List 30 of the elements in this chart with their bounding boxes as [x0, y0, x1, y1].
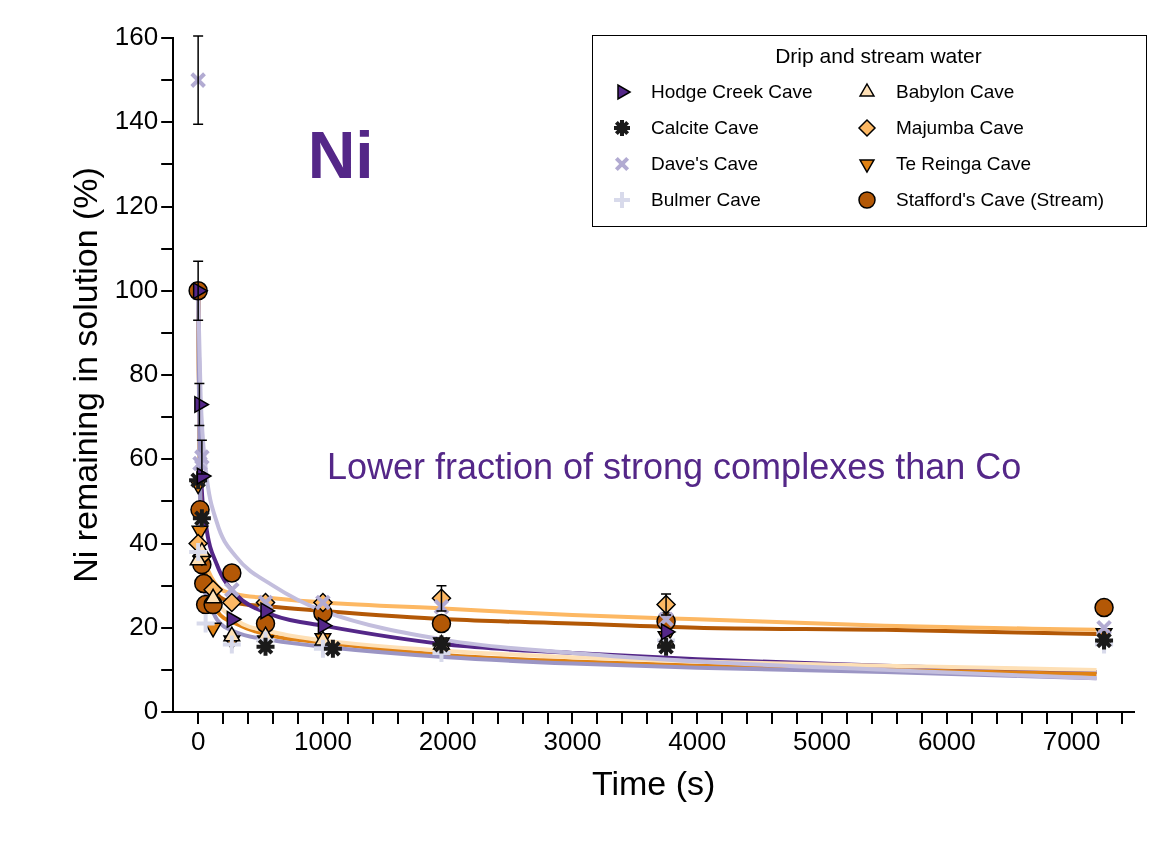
- legend-label: Dave's Cave: [651, 153, 759, 175]
- legend-label: Stafford's Cave (Stream): [896, 189, 1105, 211]
- x-tick-label: 1000: [294, 725, 352, 756]
- y-tick-label: 60: [129, 442, 159, 473]
- x-tick-label: 4000: [668, 725, 727, 756]
- y-tick-label: 140: [114, 105, 159, 136]
- y-tick-label: 160: [114, 21, 159, 52]
- annotation: Lower fraction of strong complexes than Co: [326, 446, 1022, 488]
- x-tick-label: 2000: [418, 725, 477, 756]
- x-tick-label: 3000: [543, 725, 602, 756]
- x-tick-label: 0: [190, 725, 206, 756]
- y-tick-label: 0: [143, 695, 159, 726]
- x-tick-label: 6000: [917, 725, 976, 756]
- y-tick-label: 120: [114, 189, 159, 220]
- y-tick-label: 80: [129, 358, 159, 389]
- legend-label: Babylon Cave: [896, 81, 1015, 103]
- legend-label: Hodge Creek Cave: [651, 81, 813, 103]
- y-tick-label: 100: [114, 273, 159, 304]
- x-axis-title: Time (s): [591, 763, 716, 802]
- legend-label: Bulmer Cave: [651, 189, 761, 211]
- legend-label: Te Reinga Cave: [896, 153, 1032, 175]
- x-tick-label: 7000: [1042, 725, 1101, 756]
- legend-label: Majumba Cave: [896, 117, 1024, 139]
- y-tick-label: 20: [129, 610, 159, 641]
- y-tick-label: 40: [129, 526, 159, 557]
- legend-label: Calcite Cave: [651, 117, 759, 139]
- x-tick-label: 5000: [793, 725, 851, 756]
- legend-title: Drip and stream water: [774, 44, 983, 68]
- y-axis-title: Ni remaining in solution (%): [65, 167, 104, 583]
- annotation: Ni: [307, 117, 374, 192]
